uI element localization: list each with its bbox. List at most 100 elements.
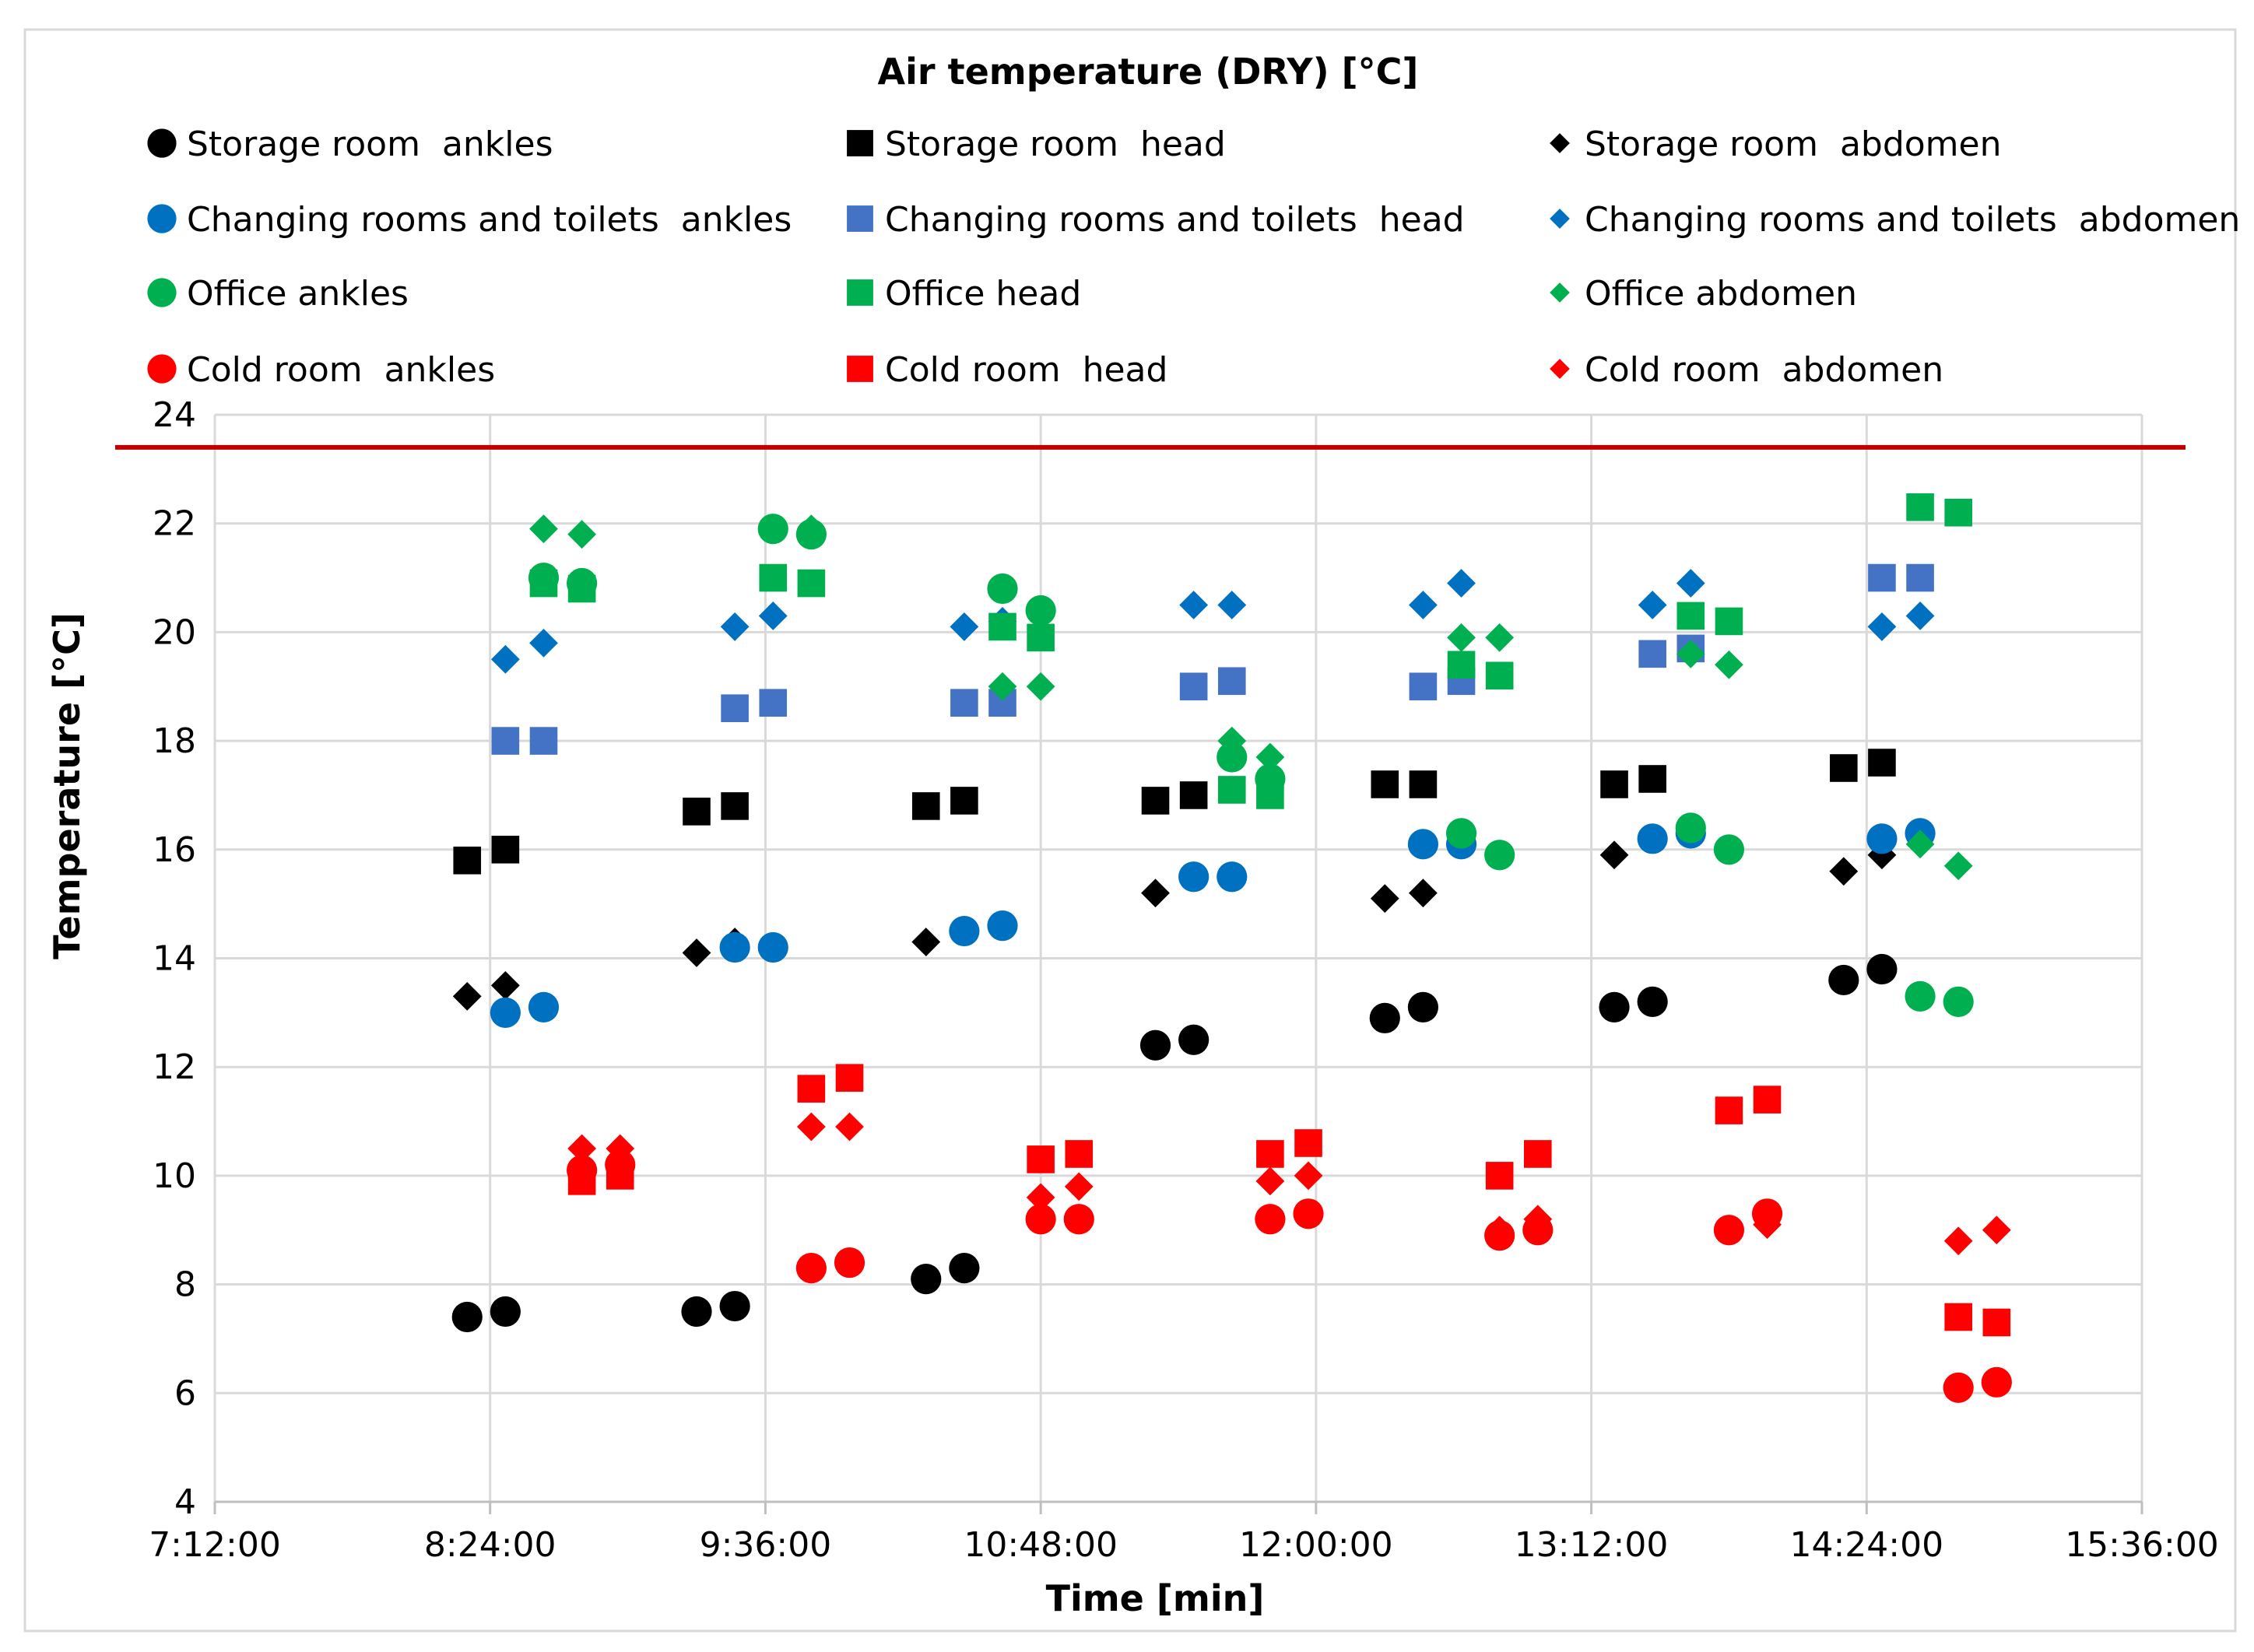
data-point-square [1676, 602, 1705, 630]
chart-border [23, 28, 2237, 1633]
legend-marker-square [847, 356, 873, 382]
x-tick-label: 13:12:00 [1515, 1525, 1669, 1565]
data-point-diamond [1370, 884, 1399, 914]
data-point-diamond [529, 628, 558, 658]
x-tick-label: 10:48:00 [964, 1525, 1118, 1565]
data-point-square [453, 846, 482, 875]
data-point-circle [1981, 1366, 2012, 1398]
data-point-circle [1063, 1204, 1094, 1235]
data-point-circle [987, 910, 1018, 942]
data-point-circle [1599, 991, 1630, 1022]
data-point-circle [1217, 742, 1248, 773]
legend-label: Cold room head [885, 350, 1167, 390]
y-tick-label: 6 [174, 1373, 196, 1413]
data-point-diamond [1026, 1183, 1055, 1212]
data-point-square [797, 1075, 826, 1103]
series-cold-room-head [567, 1064, 2011, 1337]
data-point-diamond [1409, 591, 1438, 619]
data-point-square [1179, 781, 1208, 809]
series-storage-room-head [453, 749, 1896, 875]
legend-marker-square [847, 279, 873, 306]
data-point-circle [1866, 953, 1898, 985]
data-point-circle [1025, 595, 1056, 626]
data-point-square [1256, 1140, 1284, 1168]
y-tick-label: 24 [153, 395, 196, 435]
data-point-diamond [1676, 639, 1705, 668]
data-point-circle [719, 931, 750, 963]
data-point-square [1371, 770, 1399, 798]
legend-label: Office abdomen [1585, 274, 1857, 314]
data-point-diamond [1599, 840, 1629, 870]
data-point-diamond [1943, 851, 1973, 881]
plot-frame [213, 415, 2142, 1503]
data-point-diamond [796, 514, 826, 544]
data-point-diamond [720, 612, 750, 641]
data-point-diamond [1026, 672, 1055, 701]
y-tick-label: 20 [153, 612, 196, 652]
series-changing-rooms-and-toilets-head [491, 563, 1934, 755]
data-point-circle [1178, 1024, 1210, 1055]
x-tick-label: 14:24:00 [1789, 1525, 1943, 1565]
data-point-square [1217, 667, 1246, 696]
y-tick-label: 10 [153, 1156, 196, 1196]
data-point-square [759, 689, 788, 717]
data-point-diamond [1905, 830, 1935, 859]
data-point-square [606, 1162, 634, 1190]
legend-label: Changing rooms and toilets head [885, 200, 1465, 240]
data-point-diamond [1943, 1226, 1973, 1256]
data-point-circle [1293, 1198, 1324, 1229]
data-point-diamond [490, 971, 520, 1000]
data-point-square [759, 563, 788, 592]
data-point-diamond [1829, 857, 1859, 886]
data-point-square [721, 792, 749, 820]
series-cold-room-abdomen [567, 1112, 2011, 1256]
data-point-square [1027, 623, 1055, 652]
data-point-diamond [1485, 623, 1515, 652]
data-point-circle [1255, 1204, 1286, 1235]
data-point-diamond [1867, 612, 1897, 641]
data-point-diamond [796, 1112, 826, 1142]
data-point-diamond [950, 612, 979, 641]
data-point-diamond [567, 1134, 597, 1163]
series-office-abdomen [529, 514, 1973, 881]
series-storage-room-ankles [451, 953, 1898, 1333]
data-point-diamond [1523, 1205, 1553, 1234]
data-point-square [1982, 1308, 2011, 1337]
data-point-diamond [1064, 1172, 1094, 1201]
data-point-circle [1866, 823, 1898, 854]
data-point-circle [1484, 840, 1515, 871]
data-point-diamond [835, 1112, 864, 1142]
data-point-diamond [1715, 650, 1743, 679]
data-point-diamond [1179, 591, 1209, 619]
data-point-circle [1139, 1029, 1171, 1061]
data-point-diamond [1141, 879, 1170, 908]
legend: Storage room ankles Storage room head Stor… [147, 125, 2240, 390]
data-point-diamond [1638, 591, 1667, 619]
data-point-square [950, 787, 978, 815]
data-point-circle [1025, 1204, 1056, 1235]
data-point-circle [757, 931, 788, 963]
legend-marker-circle [147, 354, 177, 384]
x-tick-label: 9:36:00 [700, 1525, 832, 1565]
data-point-square [1179, 672, 1208, 701]
data-point-diamond [1255, 1166, 1285, 1196]
data-point-square [1065, 1140, 1094, 1168]
data-point-diamond [1447, 569, 1476, 598]
data-point-circle [949, 1253, 980, 1284]
legend-marker-square [847, 130, 873, 156]
data-point-square [1906, 493, 1934, 521]
data-point-square [1600, 770, 1628, 798]
y-tick-label: 14 [153, 939, 196, 979]
x-tick-label: 12:00:00 [1239, 1525, 1393, 1565]
data-point-circle [1828, 964, 1859, 996]
x-tick-label: 15:36:00 [2065, 1525, 2219, 1565]
legend-marker-square [847, 205, 873, 232]
legend-label: Cold room ankles [187, 350, 495, 390]
data-point-circle [795, 1253, 827, 1284]
legend-label: Storage room ankles [187, 125, 553, 164]
data-point-diamond [682, 938, 711, 967]
data-point-square [683, 798, 711, 826]
data-point-diamond [758, 514, 788, 544]
legend-marker-diamond [1550, 133, 1570, 153]
data-point-square [1027, 1145, 1055, 1173]
